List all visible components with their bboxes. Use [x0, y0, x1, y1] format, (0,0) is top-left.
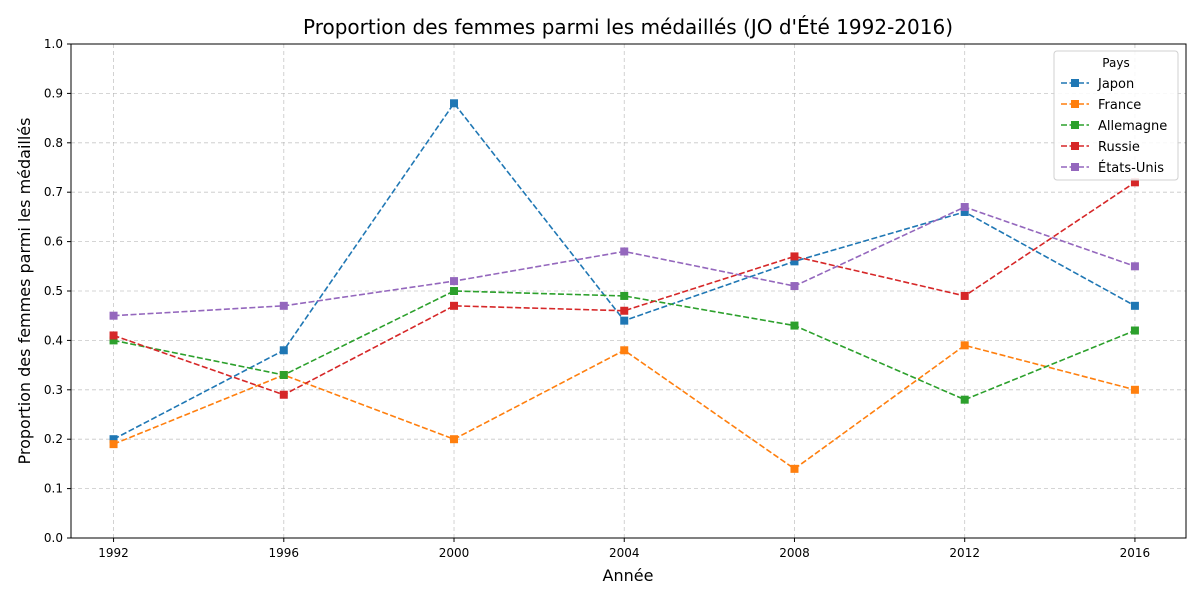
data-point: [109, 331, 118, 340]
y-tick-label: 0.8: [44, 136, 63, 150]
x-tick-label: 2012: [949, 546, 980, 560]
legend-label: France: [1098, 98, 1141, 113]
y-tick-label: 0.7: [44, 185, 63, 199]
data-point: [960, 203, 969, 212]
series-3: [109, 178, 1139, 399]
plot-frame: [70, 43, 1187, 539]
data-point: [790, 252, 799, 261]
legend-box: [1053, 50, 1179, 181]
data-point: [960, 291, 969, 300]
data-point: [279, 346, 288, 355]
data-point: [450, 287, 459, 295]
x-tick-label: 2004: [609, 546, 640, 560]
y-tick-label: 0.6: [44, 235, 63, 249]
data-point: [790, 321, 799, 330]
x-tick-label: 1992: [98, 546, 129, 560]
legend-label: Russie: [1098, 140, 1140, 155]
data-point: [960, 207, 969, 216]
data-point: [109, 336, 118, 345]
series-0: [109, 99, 1139, 444]
data-point: [620, 316, 629, 325]
data-point: [790, 282, 799, 291]
data-point: [960, 341, 969, 350]
x-axis-ticks: 1992 1996 2000 2004 2008 2012 2016: [98, 538, 1150, 560]
data-point: [109, 440, 118, 449]
x-axis-label: Année: [603, 566, 654, 585]
data-point: [109, 435, 118, 444]
data-point: [960, 395, 969, 404]
legend-label: États-Unis: [1098, 160, 1164, 176]
y-axis-ticks: 0.0 0.1 0.2 0.3 0.4 0.5 0.6 0.7 0.8 0.9 1.0: [44, 37, 71, 545]
grid: [71, 43, 1186, 539]
x-tick-label: 2008: [779, 546, 810, 560]
x-tick-label: 1996: [269, 546, 300, 560]
data-point: [279, 370, 288, 379]
x-tick-label: 2016: [1120, 546, 1151, 560]
data-point: [790, 464, 799, 473]
y-tick-label: 0.2: [44, 432, 63, 446]
data-point: [1130, 301, 1139, 310]
data-point: [1130, 385, 1139, 394]
y-tick-label: 0.0: [44, 531, 63, 545]
y-tick-label: 0.9: [44, 86, 63, 100]
data-point: [450, 277, 459, 286]
series-group: [109, 99, 1139, 473]
data-point: [1130, 326, 1139, 335]
data-point: [109, 311, 118, 320]
y-tick-label: 0.4: [44, 333, 63, 347]
legend-marker: [1071, 79, 1079, 87]
data-point: [620, 291, 629, 300]
legend-entry: États-Unis: [1061, 160, 1164, 176]
legend-marker: [1071, 100, 1079, 108]
legend: Pays Japon France Allemagne Russie États-Unis: [1053, 50, 1179, 181]
y-tick-label: 0.1: [44, 482, 63, 496]
data-point: [620, 346, 629, 355]
legend-marker: [1071, 121, 1079, 129]
data-point: [450, 301, 459, 310]
legend-title: Pays: [1102, 56, 1129, 70]
data-point: [450, 435, 459, 444]
legend-label: Allemagne: [1098, 119, 1167, 134]
legend-entry: Japon: [1061, 77, 1134, 92]
chart-title: Proportion des femmes parmi les médaillé…: [303, 15, 953, 39]
y-tick-label: 0.5: [44, 284, 63, 298]
legend-entry: Allemagne: [1061, 119, 1167, 134]
series-4: [109, 203, 1139, 320]
x-tick-label: 2000: [439, 546, 470, 560]
series-2: [109, 287, 1139, 404]
data-point: [620, 247, 629, 256]
data-point: [279, 390, 288, 399]
y-axis-label: Proportion des femmes parmi les médaillé…: [15, 118, 34, 465]
legend-label: Japon: [1097, 77, 1134, 92]
data-point: [620, 306, 629, 315]
data-point: [450, 99, 459, 108]
data-point: [790, 257, 799, 266]
legend-marker: [1071, 142, 1079, 150]
legend-entry: Russie: [1061, 140, 1140, 155]
data-point: [279, 301, 288, 310]
data-point: [1130, 262, 1139, 271]
legend-marker: [1071, 163, 1079, 171]
data-point: [1130, 178, 1139, 187]
y-tick-label: 1.0: [44, 37, 63, 51]
legend-entry: France: [1061, 98, 1141, 113]
y-tick-label: 0.3: [44, 383, 63, 397]
